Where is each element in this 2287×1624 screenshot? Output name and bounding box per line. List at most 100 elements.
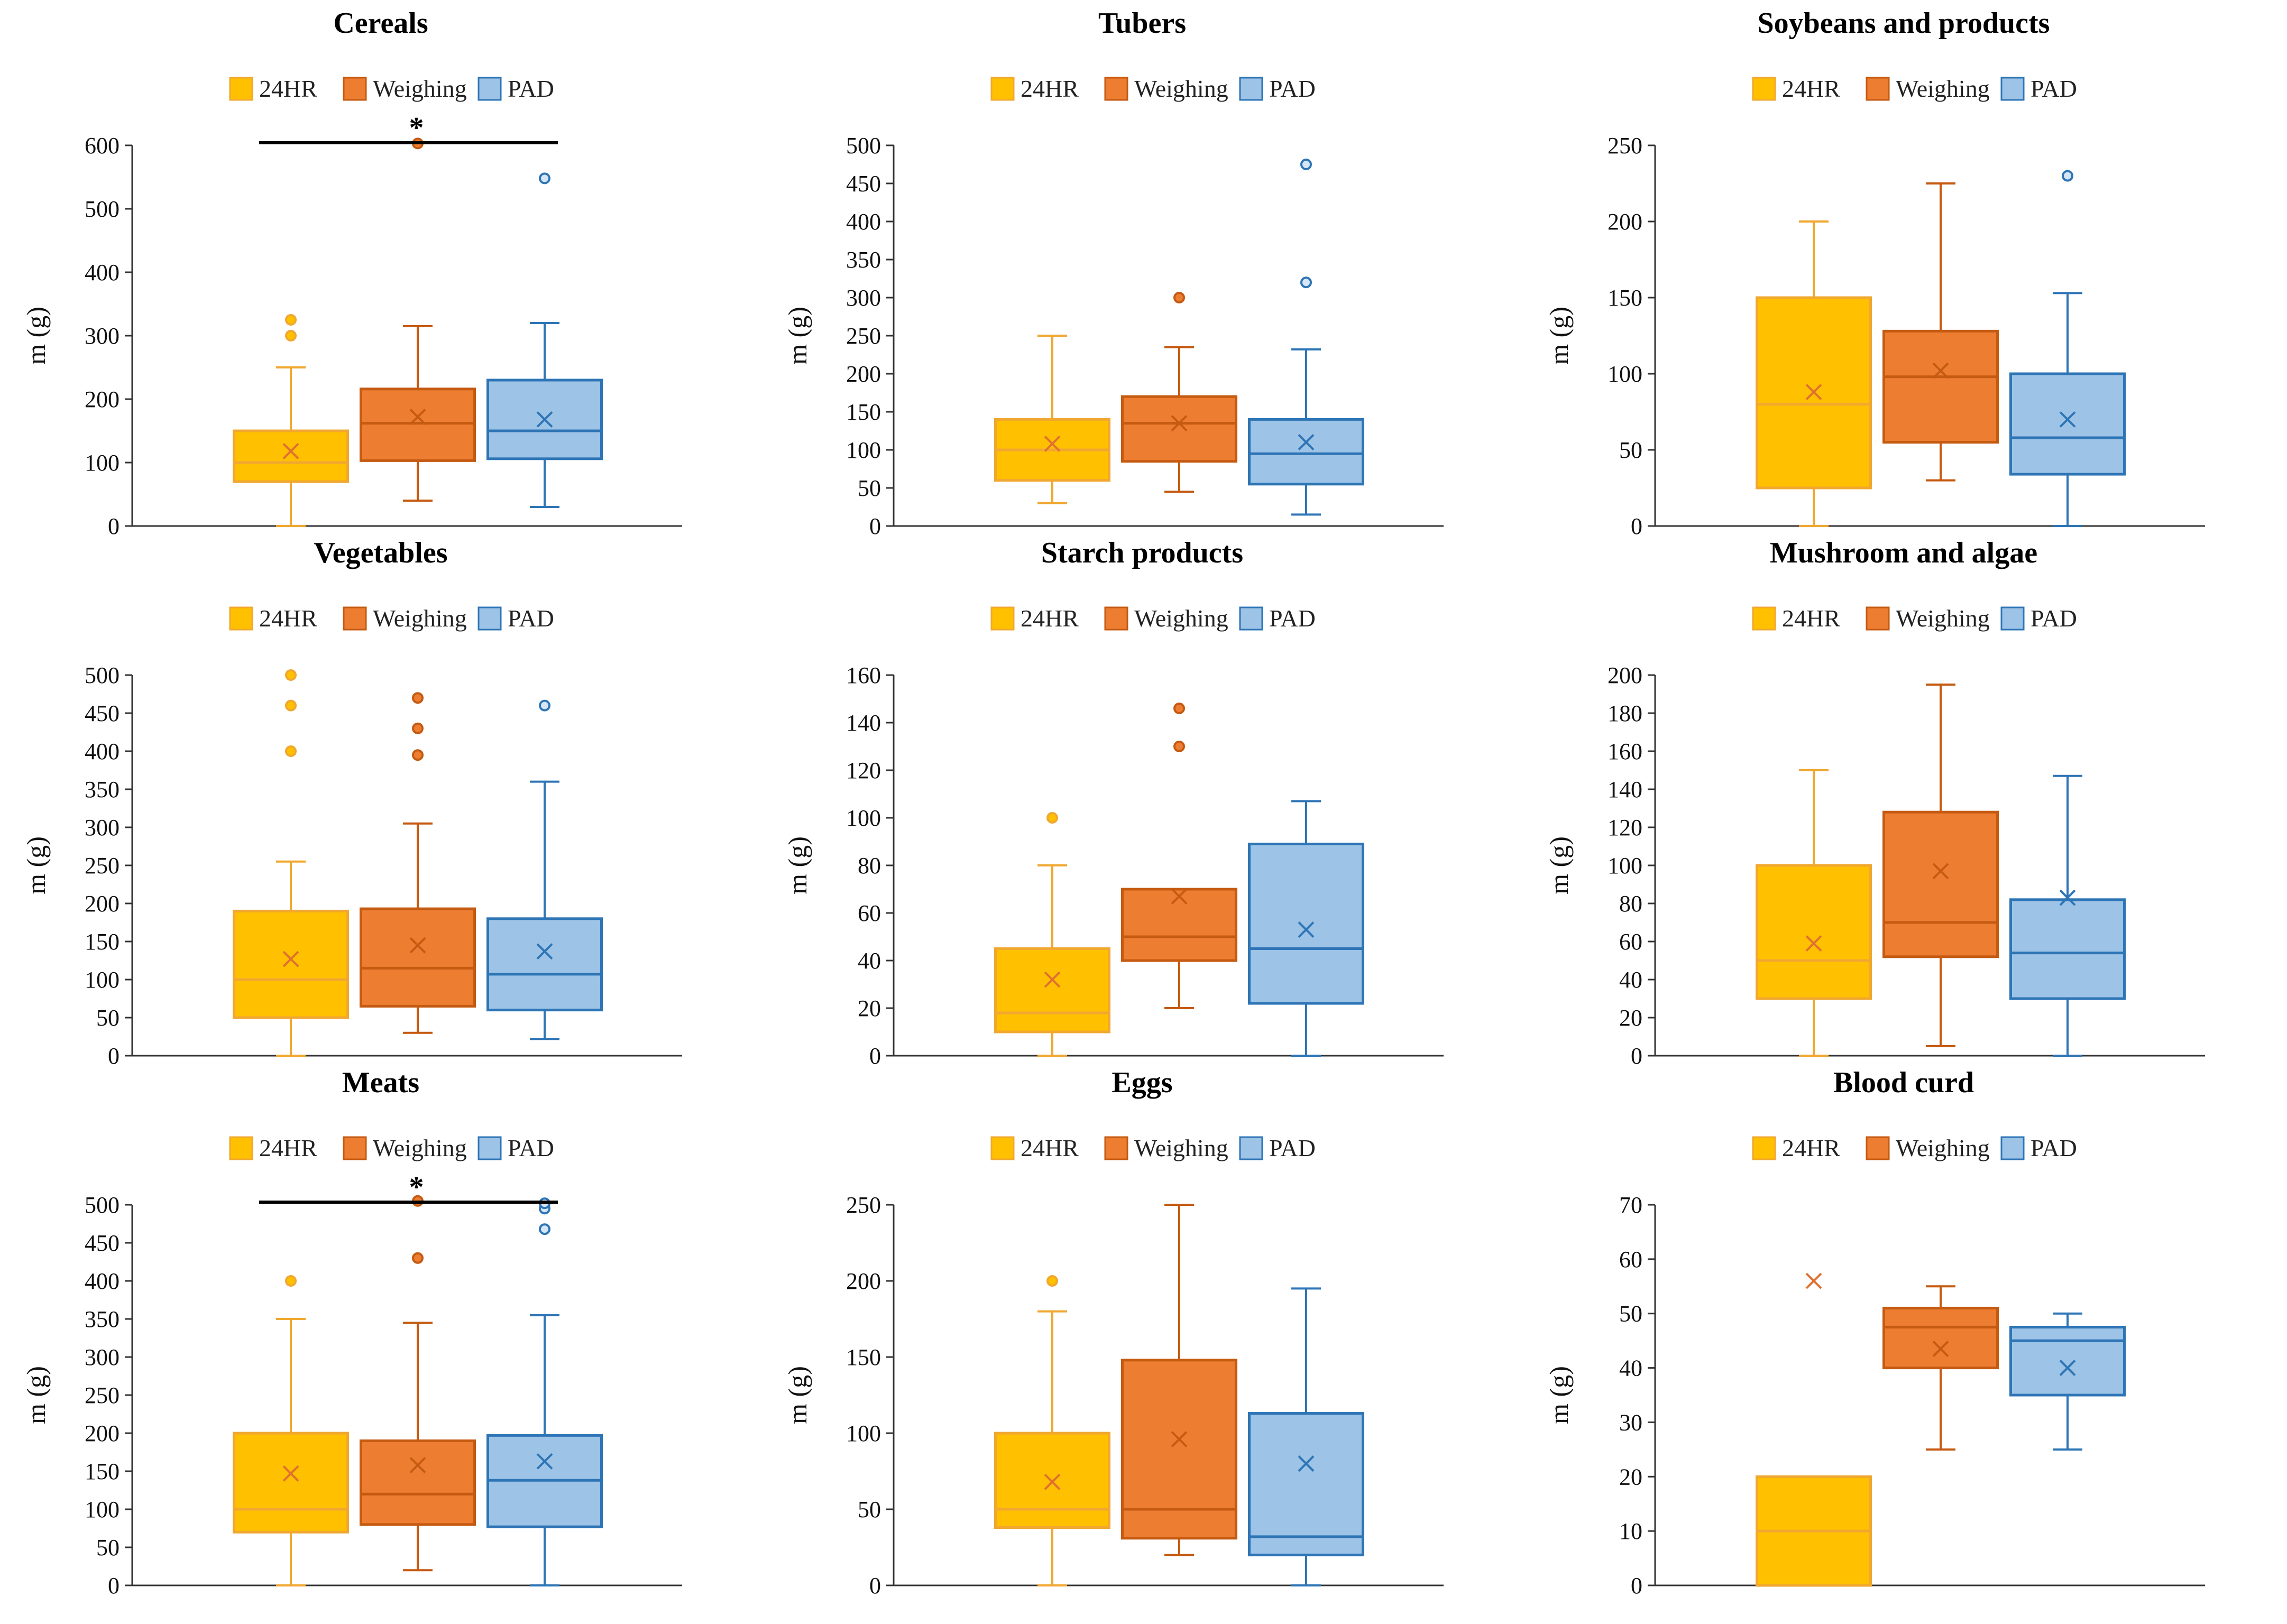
vegetables-y-axis-label: m (g) (21, 836, 51, 894)
tubers-y-tick-label: 150 (846, 399, 881, 425)
vegetables-24hr-mean-marker (282, 951, 299, 967)
blood-curd-y-tick-label: 60 (1619, 1247, 1642, 1272)
mushroom-and-algae-weighing-box (1882, 810, 1999, 958)
panel-blood-curd: Blood curd 24HR Weighing PAD 0 10 20 30 40 50 60 70… (1544, 1066, 2205, 1599)
starch-products-legend-swatch-weighing (1104, 606, 1128, 631)
starch-products-weighing-outlier-point (1173, 703, 1185, 714)
cereals-24hr-mean-stroke-b (282, 442, 299, 459)
meats-24hr-outlier-point (285, 1275, 297, 1287)
starch-products-24hr-mean-stroke-b (1044, 971, 1061, 988)
eggs-title: Eggs (1112, 1066, 1172, 1099)
meats-y-tick-label: 0 (108, 1573, 120, 1599)
mushroom-and-algae-y-tick-label: 20 (1619, 1005, 1642, 1031)
tubers-y-tick-label: 400 (846, 209, 881, 235)
vegetables-y-tick-label: 350 (85, 777, 120, 802)
vegetables-legend-label-pad: PAD (508, 605, 554, 632)
vegetables-y-tick-label: 300 (85, 815, 120, 841)
meats-y-tick-label: 400 (85, 1268, 120, 1294)
tubers-pad-mean-stroke-b (1298, 434, 1315, 451)
cereals-pad-mean-marker (536, 411, 553, 428)
panel-vegetables: Vegetables 24HR Weighing PAD 0 50 100 150 200 250… (21, 537, 682, 1069)
starch-products-y-tick-label: 120 (846, 758, 881, 783)
eggs-legend-swatch-24hr (990, 1136, 1015, 1160)
cereals-y-tick-label: 300 (85, 323, 120, 349)
soybeans-and-products-y-axis-label: m (g) (1544, 307, 1574, 365)
eggs-legend-label-24hr: 24HR (1021, 1134, 1079, 1161)
eggs-y-tick-label: 100 (846, 1420, 881, 1446)
tubers-legend-swatch-weighing (1104, 77, 1128, 101)
meats-24hr-mean-stroke-b (282, 1465, 299, 1482)
meats-legend-label-24hr: 24HR (259, 1134, 317, 1161)
starch-products-title: Starch products (1041, 537, 1243, 569)
starch-products-pad-mean-stroke-b (1298, 921, 1315, 938)
eggs-y-axis-label: m (g) (783, 1366, 812, 1424)
starch-products-y-tick-label: 20 (858, 995, 881, 1021)
starch-products-legend-swatch-pad (1239, 606, 1263, 631)
mushroom-and-algae-y-tick-label: 40 (1619, 967, 1642, 993)
starch-products-y-axis-label: m (g) (783, 836, 812, 894)
tubers-pad-mean-marker (1298, 434, 1315, 451)
vegetables-y-tick-label: 0 (108, 1043, 120, 1069)
blood-curd-title: Blood curd (1833, 1066, 1974, 1099)
mushroom-and-algae-y-axis-label: m (g) (1544, 836, 1574, 894)
meats-title: Meats (342, 1066, 419, 1099)
tubers-24hr-mean-stroke-b (1044, 436, 1061, 452)
blood-curd-y-tick-label: 40 (1619, 1355, 1642, 1381)
eggs-pad-mean-marker (1298, 1455, 1315, 1472)
soybeans-and-products-y-tick-label: 200 (1608, 209, 1642, 235)
vegetables-24hr-mean-stroke-b (282, 951, 299, 967)
vegetables-legend-label-24hr: 24HR (259, 605, 317, 632)
eggs-pad-box (1248, 1412, 1364, 1556)
starch-products-24hr-mean-marker (1044, 971, 1061, 988)
soybeans-and-products-y-tick-label: 250 (1608, 133, 1642, 159)
cereals-y-tick-label: 500 (85, 196, 120, 222)
meats-weighing-outlier-point (412, 1252, 424, 1264)
tubers-title: Tubers (1098, 7, 1186, 40)
mushroom-and-algae-y-tick-label: 60 (1619, 929, 1642, 955)
soybeans-and-products-title: Soybeans and products (1758, 7, 2050, 40)
vegetables-y-tick-label: 450 (85, 700, 120, 726)
blood-curd-y-tick-label: 0 (1631, 1573, 1642, 1599)
tubers-y-tick-label: 0 (869, 513, 881, 539)
vegetables-weighing-outlier-point (412, 692, 424, 704)
eggs-weighing-mean-marker (1171, 1431, 1188, 1447)
tubers-weighing-box (1121, 395, 1237, 463)
panel-mushroom-and-algae: Mushroom and algae 24HR Weighing PAD 0 20 40 60… (1544, 537, 2205, 1069)
soybeans-and-products-weighing-mean-marker (1932, 362, 1949, 379)
meats-24hr-box (233, 1432, 349, 1534)
starch-products-pad-mean-marker (1298, 921, 1315, 938)
meats-legend-label-weighing: Weighing (373, 1134, 467, 1161)
tubers-y-tick-label: 250 (846, 323, 881, 349)
mushroom-and-algae-title: Mushroom and algae (1770, 537, 2037, 569)
cereals-weighing-mean-stroke-b (409, 409, 426, 426)
mushroom-and-algae-24hr-box (1756, 864, 1872, 1000)
mushroom-and-algae-y-tick-label: 0 (1631, 1043, 1642, 1069)
mushroom-and-algae-y-tick-label: 200 (1608, 662, 1642, 688)
meats-y-tick-label: 300 (85, 1344, 120, 1370)
vegetables-legend-swatch-24hr (229, 606, 253, 631)
cereals-y-tick-label: 0 (108, 513, 120, 539)
mushroom-and-algae-pad-mean-marker (2059, 889, 2076, 906)
tubers-weighing-outlier-point (1173, 292, 1185, 303)
meats-legend-swatch-weighing (343, 1136, 367, 1160)
vegetables-weighing-mean-marker (409, 937, 426, 954)
blood-curd-y-tick-label: 10 (1619, 1518, 1642, 1544)
starch-products-24hr-outlier-point (1046, 812, 1058, 824)
eggs-24hr-box (994, 1432, 1110, 1529)
mushroom-and-algae-y-tick-label: 120 (1608, 815, 1642, 841)
vegetables-y-tick-label: 500 (85, 662, 120, 688)
cereals-title: Cereals (333, 7, 428, 40)
soybeans-and-products-weighing-box (1882, 329, 1999, 444)
starch-products-legend-label-weighing: Weighing (1134, 605, 1228, 632)
meats-y-axis-label: m (g) (21, 1366, 51, 1424)
blood-curd-legend-swatch-weighing (1866, 1136, 1890, 1160)
soybeans-and-products-y-tick-label: 150 (1608, 285, 1642, 311)
starch-products-weighing-box (1121, 888, 1237, 962)
blood-curd-pad-mean-stroke-b (2059, 1360, 2076, 1376)
eggs-24hr-outlier-point (1046, 1275, 1058, 1287)
mushroom-and-algae-y-tick-label: 160 (1608, 739, 1642, 764)
tubers-y-tick-label: 200 (846, 361, 881, 387)
soybeans-and-products-y-tick-label: 50 (1619, 437, 1642, 463)
eggs-legend-swatch-pad (1239, 1136, 1263, 1160)
soybeans-and-products-legend-swatch-pad (2000, 77, 2025, 101)
